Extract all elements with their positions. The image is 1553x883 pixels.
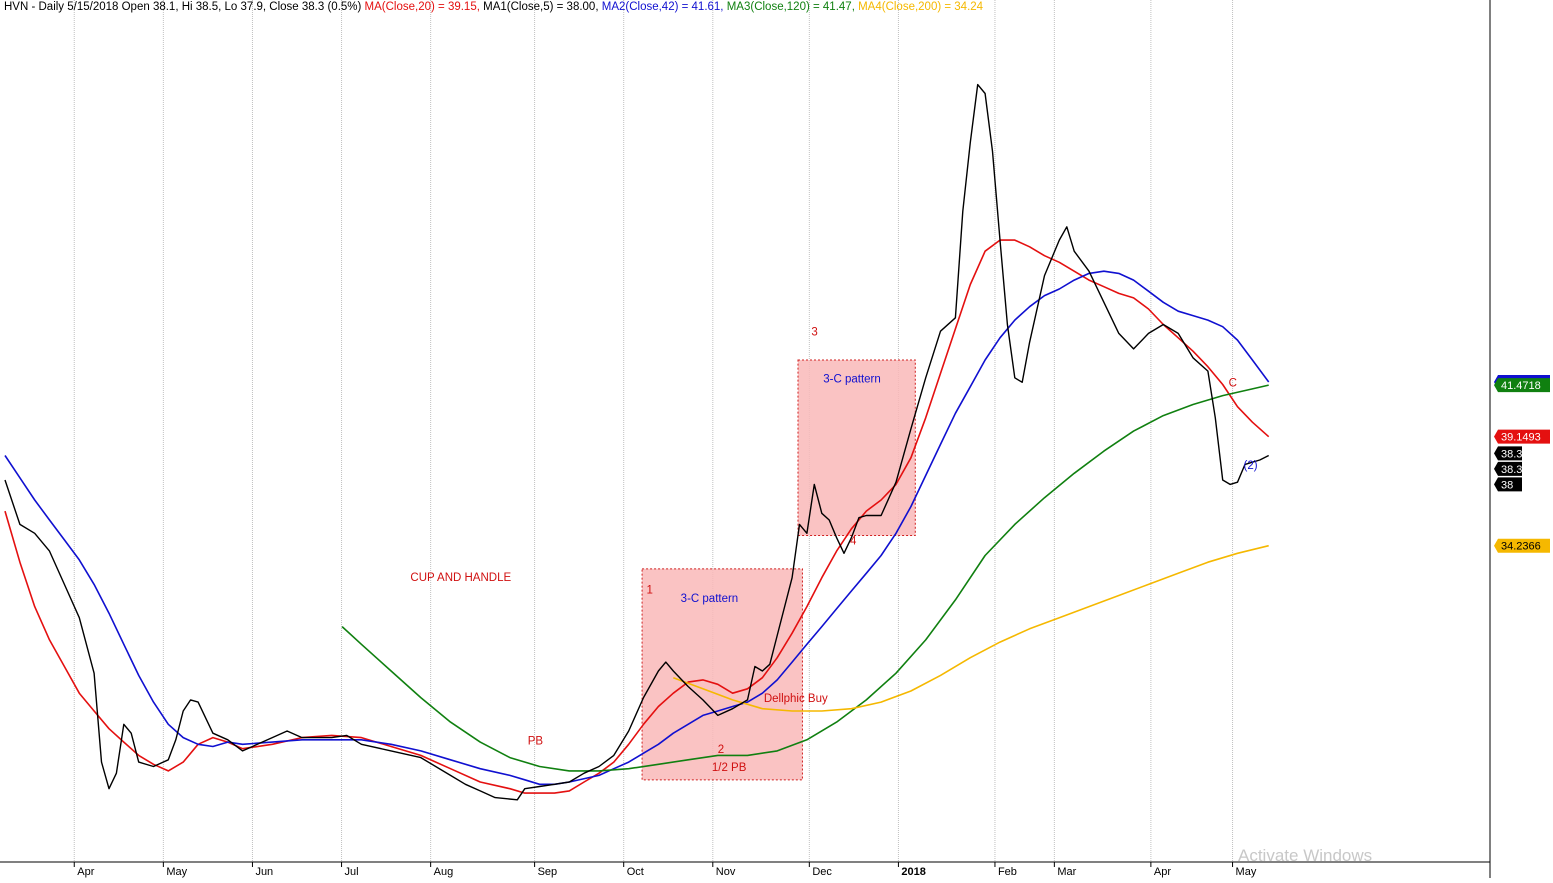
x-tick-label-13: May — [1236, 866, 1257, 878]
x-tick-label-6: Oct — [627, 866, 644, 878]
annotation-8: 3-C pattern — [823, 373, 881, 385]
activate-windows-watermark: Activate Windows — [1238, 846, 1373, 865]
price-label-text-6: 34.2366 — [1501, 541, 1541, 553]
price-label-3: 38.3 — [1494, 446, 1522, 461]
price-label-4: 38.3 — [1494, 461, 1522, 476]
annotation-3: 3-C pattern — [681, 593, 739, 605]
ma200-readout: MA4(Close,200) = 34.24 — [858, 1, 984, 13]
series-ma3-close-120 — [341, 384, 1269, 772]
annotation-2: 1 — [647, 584, 653, 596]
x-tick-label-12: Apr — [1154, 866, 1171, 878]
price-label-bg-5 — [1494, 477, 1522, 492]
annotation-7: 3 — [811, 327, 817, 339]
pattern-box-1 — [641, 568, 803, 781]
annotation-layer: CUP AND HANDLE PB 1 3-C pattern 2 1/2 PB Dellp… — [410, 327, 1257, 774]
price-label-text-2: 39.1493 — [1501, 432, 1541, 444]
annotation-0: CUP AND HANDLE — [410, 572, 511, 584]
ma5-readout: MA1(Close,5) = 38.00, — [483, 1, 599, 13]
annotation-10: C — [1229, 378, 1237, 390]
series-ma1-close-5 — [4, 83, 1270, 801]
annotation-1: PB — [528, 735, 544, 747]
price-label-text-3: 38.3 — [1501, 448, 1522, 460]
pattern-box-2 — [797, 359, 916, 537]
x-tick-label-1: May — [166, 866, 187, 878]
annotation-9: 4 — [850, 535, 857, 547]
annotation-11: (2) — [1243, 460, 1257, 472]
price-label-2: 39.1493 — [1494, 429, 1550, 444]
price-label-bg-1 — [1494, 378, 1550, 393]
price-label-bg-2 — [1494, 429, 1550, 444]
x-tick-label-10: Feb — [998, 866, 1017, 878]
x-tick-label-8: Dec — [812, 866, 832, 878]
series-ma4-close-200 — [673, 544, 1269, 712]
x-tick-label-7: Nov — [716, 866, 736, 878]
price-label-text-4: 38.3 — [1501, 464, 1522, 476]
x-tick-label-0: Apr — [77, 866, 94, 878]
x-tick-label-3: Jul — [345, 866, 359, 878]
price-label-5: 38 — [1494, 477, 1522, 492]
price-label-bg-4 — [1494, 461, 1522, 476]
price-label-1: 41.4718 — [1494, 378, 1550, 393]
series-layer — [4, 83, 1270, 801]
annotation-5: 1/2 PB — [712, 762, 747, 774]
x-tick-label-9: 2018 — [901, 866, 925, 878]
price-label-text-5: 38 — [1501, 479, 1513, 491]
series-ma2-close-42 — [4, 270, 1270, 786]
x-tick-label-2: Jun — [255, 866, 273, 878]
series-ma-close-20 — [4, 239, 1270, 794]
x-tick-label-4: Aug — [434, 866, 454, 878]
x-tick-label-5: Sep — [538, 866, 558, 878]
price-label-text-1: 41.4718 — [1501, 380, 1541, 392]
ma42-readout: MA2(Close,42) = 41.61, — [601, 1, 724, 13]
x-axis: Apr May Jun Jul Aug Sep Oct Nov Dec 2018 Feb Mar Apr… — [73, 862, 1257, 878]
annotation-4: 2 — [718, 744, 724, 756]
chart-header: HVN - Daily 5/15/2018 Open 38.1, Hi 38.5… — [4, 1, 983, 13]
ticker-info: HVN - Daily 5/15/2018 Open 38.1, Hi 38.5… — [4, 1, 362, 13]
x-tick-label-11: Mar — [1057, 866, 1076, 878]
ma20-readout: MA(Close,20) = 39.15, — [364, 1, 480, 13]
price-label-6: 34.2366 — [1494, 538, 1550, 553]
pattern-boxes — [641, 359, 916, 781]
ma120-readout: MA3(Close,120) = 41.47, — [726, 1, 855, 13]
annotation-6: Dellphic Buy — [764, 693, 828, 705]
price-label-bg-3 — [1494, 446, 1522, 461]
price-label-bg-6 — [1494, 538, 1550, 553]
